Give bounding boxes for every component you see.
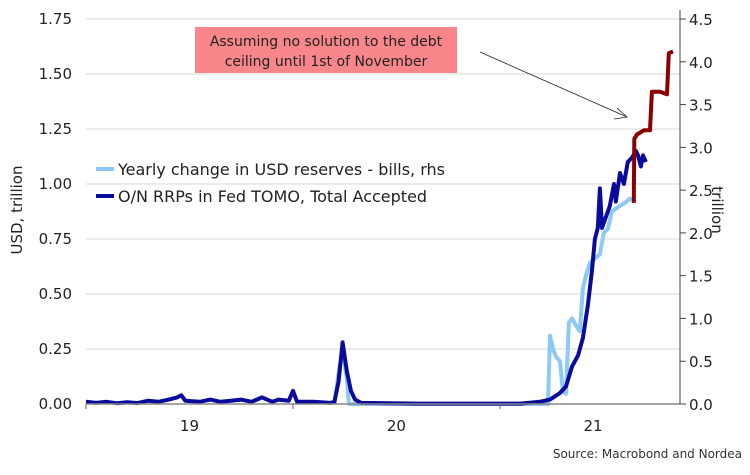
series-line-2 [631,49,674,203]
x-tick-label: 21 [584,417,603,435]
arrow-head-icon [613,107,628,120]
y2-tick-label: 4.5 [689,11,713,29]
y2-tick-label: 0.5 [689,353,713,371]
y-tick-label: 1.00 [39,175,72,193]
annotation-box [195,27,457,73]
y2-tick-label: 3.0 [689,139,713,157]
y-tick-label: 1.75 [39,10,72,28]
y-tick-label: 1.50 [39,65,72,83]
legend-label-rrp: O/N RRPs in Fed TOMO, Total Accepted [118,187,427,206]
y-tick-label: 0.25 [39,340,72,358]
annotation-arrow [479,51,628,118]
series-line-1 [85,149,648,406]
gridlines [86,18,680,350]
y-tick-label: 1.25 [39,120,72,138]
annotation: Assuming no solution to the debt ceiling… [195,27,628,120]
axes: 0.00 0.25 0.50 0.75 1.00 1.25 1.50 1.75 0.0 0.5 1.… [39,10,713,435]
source-note: Source: Macrobond and Nordea [553,447,742,461]
series-lines [85,49,674,406]
annotation-text-line2: ceiling until 1st of November [225,54,428,70]
y-axis-label: USD, trillion [8,166,26,255]
x-tick-label: 20 [387,417,406,435]
y-tick-label: 0.00 [39,395,72,413]
x-tick-label: 19 [180,417,199,435]
y2-axis-label: trillion [708,186,726,233]
y2-tick-label: 1.5 [689,268,713,286]
y2-tick-label: 2.5 [689,182,713,200]
y2-tick-label: 1.0 [689,310,713,328]
legend: Yearly change in USD reserves - bills, r… [96,160,445,206]
y2-tick-label: 2.0 [689,225,713,243]
y2-tick-label: 0.0 [689,396,713,414]
y2-tick-label: 3.5 [689,97,713,115]
y-tick-label: 0.75 [39,230,72,248]
annotation-text-line1: Assuming no solution to the debt [210,34,443,50]
y-tick-label: 0.50 [39,285,72,303]
y2-tick-label: 4.0 [689,54,713,72]
legend-label-reserves: Yearly change in USD reserves - bills, r… [117,160,445,179]
